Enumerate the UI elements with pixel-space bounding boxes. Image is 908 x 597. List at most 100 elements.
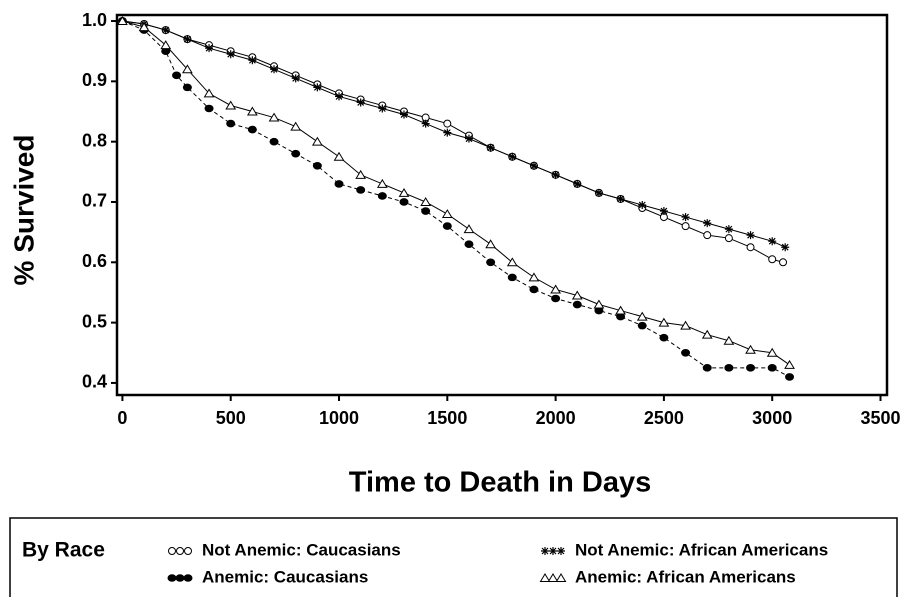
marker bbox=[550, 284, 561, 294]
x-tick-label: 1000 bbox=[319, 408, 359, 428]
y-axis-label: % Survived bbox=[8, 135, 39, 286]
marker bbox=[335, 92, 344, 101]
legend-marker bbox=[167, 574, 177, 582]
marker bbox=[680, 320, 691, 330]
marker bbox=[355, 169, 367, 179]
marker bbox=[291, 149, 301, 158]
marker bbox=[312, 161, 322, 170]
legend-marker bbox=[541, 547, 549, 555]
marker bbox=[723, 335, 735, 345]
marker bbox=[334, 180, 344, 188]
x-tick-label: 2000 bbox=[536, 408, 576, 428]
marker bbox=[571, 290, 583, 300]
marker bbox=[205, 44, 214, 53]
marker bbox=[701, 329, 713, 339]
marker bbox=[594, 188, 603, 197]
legend-marker bbox=[549, 547, 557, 555]
marker bbox=[203, 88, 215, 98]
marker bbox=[247, 125, 257, 134]
marker bbox=[616, 194, 625, 203]
series-line bbox=[122, 20, 786, 248]
marker bbox=[746, 364, 756, 372]
y-tick-label: 0.5 bbox=[82, 311, 107, 331]
x-tick-label: 3000 bbox=[752, 408, 792, 428]
legend-marker bbox=[547, 573, 559, 582]
marker bbox=[508, 152, 517, 161]
marker bbox=[377, 192, 387, 200]
marker bbox=[703, 219, 712, 228]
marker bbox=[225, 100, 237, 110]
legend-label: Not Anemic: Caucasians bbox=[202, 540, 401, 559]
marker bbox=[356, 186, 366, 194]
marker bbox=[485, 239, 497, 249]
y-tick-label: 0.8 bbox=[82, 130, 107, 150]
marker bbox=[226, 119, 236, 128]
legend-item: Not Anemic: African Americans bbox=[541, 540, 828, 559]
marker bbox=[637, 321, 647, 330]
legend-marker bbox=[168, 547, 176, 555]
marker bbox=[746, 231, 755, 240]
marker bbox=[182, 83, 192, 92]
marker bbox=[313, 83, 322, 92]
x-tick-label: 1500 bbox=[427, 408, 467, 428]
marker bbox=[246, 106, 258, 116]
legend-item: Anemic: Caucasians bbox=[167, 567, 368, 586]
marker bbox=[615, 305, 626, 315]
marker bbox=[441, 209, 453, 219]
marker bbox=[681, 213, 690, 222]
marker bbox=[551, 294, 561, 303]
marker bbox=[594, 306, 604, 315]
marker bbox=[248, 56, 257, 65]
marker bbox=[442, 222, 452, 230]
marker bbox=[399, 198, 409, 206]
legend-item: Not Anemic: Caucasians bbox=[168, 540, 401, 559]
marker bbox=[724, 364, 734, 372]
legend-label: Anemic: Caucasians bbox=[202, 567, 368, 586]
marker bbox=[681, 348, 691, 357]
marker bbox=[311, 136, 323, 146]
marker bbox=[703, 231, 712, 240]
marker bbox=[161, 26, 170, 35]
marker bbox=[616, 312, 626, 321]
marker bbox=[161, 47, 171, 55]
y-tick-label: 0.4 bbox=[82, 372, 107, 392]
marker bbox=[573, 179, 582, 188]
marker bbox=[767, 364, 777, 372]
legend-title: By Race bbox=[22, 539, 105, 562]
marker bbox=[593, 299, 605, 309]
x-tick-label: 3500 bbox=[860, 408, 900, 428]
marker bbox=[356, 98, 365, 107]
x-tick-label: 500 bbox=[216, 408, 246, 428]
marker bbox=[376, 178, 388, 188]
marker bbox=[659, 207, 668, 216]
marker bbox=[507, 273, 517, 282]
legend-item: Anemic: African Americans bbox=[539, 567, 796, 586]
marker bbox=[766, 347, 778, 357]
marker bbox=[528, 272, 540, 282]
marker bbox=[378, 104, 387, 113]
marker bbox=[421, 119, 430, 128]
marker bbox=[486, 143, 495, 152]
legend-label: Not Anemic: African Americans bbox=[575, 540, 828, 559]
marker bbox=[226, 50, 235, 59]
series-line bbox=[122, 20, 790, 378]
y-tick-label: 0.7 bbox=[82, 191, 107, 211]
x-tick-label: 0 bbox=[117, 408, 127, 428]
y-tick-label: 0.9 bbox=[82, 70, 107, 90]
marker bbox=[443, 128, 452, 137]
marker bbox=[506, 257, 518, 267]
marker bbox=[768, 255, 777, 264]
marker bbox=[443, 119, 452, 128]
marker bbox=[784, 359, 795, 369]
legend-frame bbox=[9, 517, 898, 597]
marker bbox=[681, 222, 690, 231]
legend-marker bbox=[176, 547, 184, 555]
series-line bbox=[122, 20, 790, 366]
marker bbox=[269, 137, 279, 146]
marker bbox=[183, 35, 192, 44]
marker bbox=[290, 121, 302, 131]
legend-marker bbox=[539, 573, 551, 582]
marker bbox=[551, 170, 560, 179]
marker bbox=[160, 40, 172, 50]
